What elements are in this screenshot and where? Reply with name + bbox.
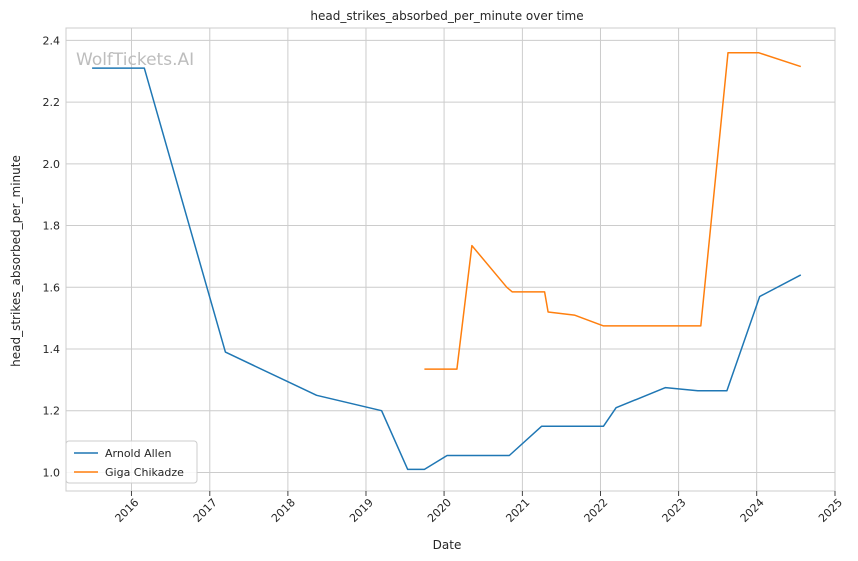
series-line-1 [424,51,802,370]
series-line-0 [92,67,802,471]
y-tick-label: 1.8 [43,220,61,233]
y-tick-label: 1.0 [43,466,61,479]
legend-label: Arnold Allen [105,447,171,460]
watermark-text: WolfTickets.AI [76,50,194,70]
x-axis-title: Date [433,538,462,552]
series-layer [92,51,802,471]
y-tick-label: 1.4 [43,343,61,356]
legend: Arnold Allen Giga Chikadze [65,440,198,484]
y-tick-label: 1.2 [43,405,61,418]
legend-label: Giga Chikadze [105,466,184,479]
y-tick-label: 2.2 [43,96,61,109]
y-axis-title: head_strikes_absorbed_per_minute [9,155,23,367]
plot-area-frame [65,27,836,492]
y-tick-label: 2.0 [43,158,61,171]
y-tick-label: 2.4 [43,34,61,47]
legend-box [65,440,198,484]
chart-title: head_strikes_absorbed_per_minute over ti… [310,9,583,23]
y-axis-ticks: 1.0 1.2 1.4 1.6 1.8 2.0 2.2 2.4 [43,34,61,479]
y-tick-label: 1.6 [43,281,61,294]
